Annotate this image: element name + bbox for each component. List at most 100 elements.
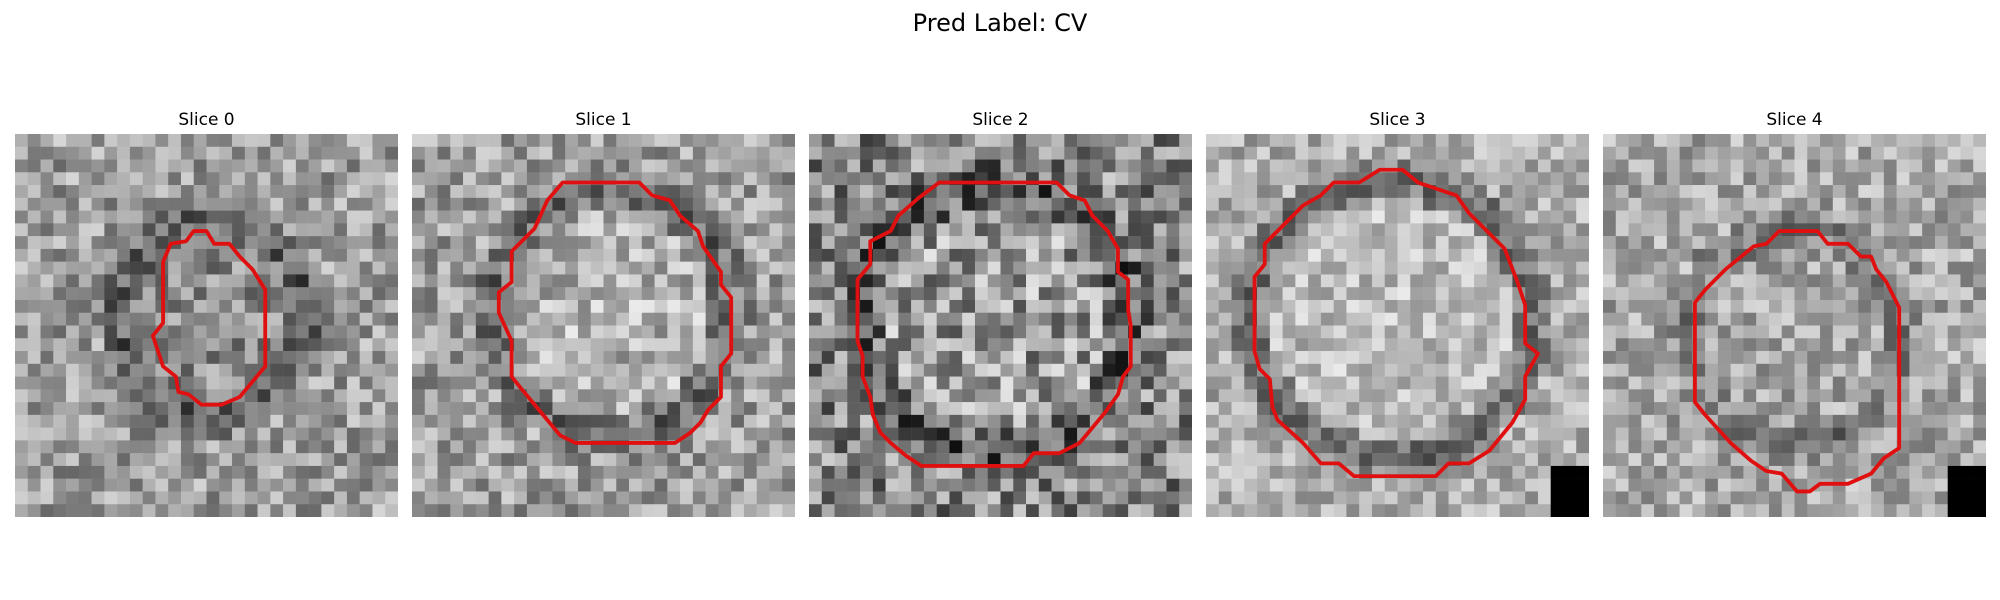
pixel (257, 478, 271, 492)
pixel (641, 504, 655, 517)
pixel (1666, 491, 1680, 505)
pixel (1973, 236, 1986, 250)
pixel (577, 414, 591, 428)
pixel (1102, 248, 1116, 262)
pixel (987, 427, 1001, 441)
pixel (565, 210, 579, 224)
pixel (923, 248, 937, 262)
pixel (705, 453, 719, 467)
pixel (321, 261, 335, 275)
pixel (283, 414, 297, 428)
pixel (1244, 389, 1258, 403)
pixel (257, 248, 271, 262)
pixel (847, 453, 861, 467)
pixel (385, 261, 398, 275)
pixel (1166, 389, 1180, 403)
pixel (450, 299, 464, 313)
pixel (155, 453, 169, 467)
pixel (1499, 465, 1513, 479)
pixel (1474, 248, 1488, 262)
pixel (1282, 325, 1296, 339)
pixel (475, 414, 489, 428)
pixel (1717, 172, 1731, 186)
pixel (987, 236, 1001, 250)
pixel (1115, 453, 1129, 467)
pixel (1423, 223, 1437, 237)
pixel (1231, 389, 1245, 403)
pixel (1641, 248, 1655, 262)
pixel (1474, 440, 1488, 454)
pixel (66, 465, 80, 479)
pixel (1423, 248, 1437, 262)
pixel (692, 261, 706, 275)
pixel (782, 376, 795, 390)
pixel (104, 312, 118, 326)
pixel (667, 185, 681, 199)
pixel (1218, 325, 1232, 339)
pixel (1166, 325, 1180, 339)
pixel (372, 363, 386, 377)
pixel (1026, 287, 1040, 301)
pixel (847, 414, 861, 428)
pixel (1013, 504, 1027, 517)
pixel (219, 210, 233, 224)
pixel (1743, 325, 1757, 339)
pixel (283, 146, 297, 160)
pixel (809, 351, 823, 365)
pixel (718, 287, 732, 301)
pixel (1333, 338, 1347, 352)
pixel (756, 134, 770, 148)
pixel (155, 197, 169, 211)
pixel (1641, 453, 1655, 467)
pixel (1064, 146, 1078, 160)
pixel (1537, 134, 1551, 148)
pixel (809, 478, 823, 492)
pixel (1320, 312, 1334, 326)
segmentation-contour (855, 180, 1133, 468)
pixel (809, 414, 823, 428)
pixel (923, 261, 937, 275)
pixel (641, 325, 655, 339)
pixel (1128, 185, 1142, 199)
pixel (359, 210, 373, 224)
pixel (756, 287, 770, 301)
pixel (1308, 363, 1322, 377)
pixel (1781, 274, 1795, 288)
pixel (962, 197, 976, 211)
pixel (1883, 389, 1897, 403)
pixel (129, 465, 143, 479)
pixel (334, 210, 348, 224)
pixel (514, 134, 528, 148)
pixel (782, 210, 795, 224)
pixel (1934, 491, 1948, 505)
pixel (1947, 274, 1961, 288)
pixel (1794, 453, 1808, 467)
pixel (295, 274, 309, 288)
pixel (987, 185, 1001, 199)
pixel (257, 146, 271, 160)
pixel (552, 351, 566, 365)
pixel (1410, 248, 1424, 262)
pixel (1257, 427, 1271, 441)
pixel (104, 453, 118, 467)
pixel (1089, 248, 1103, 262)
pixel (129, 210, 143, 224)
pixel (1832, 363, 1846, 377)
pixel (603, 236, 617, 250)
pixel (1512, 223, 1526, 237)
pixel (206, 478, 220, 492)
pixel (1603, 478, 1617, 492)
pixel (1781, 453, 1795, 467)
pixel (1064, 312, 1078, 326)
pixel (1435, 146, 1449, 160)
pixel (731, 274, 745, 288)
slice-panel-1: Slice 1 (412, 106, 795, 517)
pixel (1102, 440, 1116, 454)
pixel (385, 312, 398, 326)
pixel (1153, 389, 1167, 403)
pixel (1615, 172, 1629, 186)
pixel (1743, 287, 1757, 301)
pixel (987, 440, 1001, 454)
pixel (629, 402, 643, 416)
pixel (962, 325, 976, 339)
